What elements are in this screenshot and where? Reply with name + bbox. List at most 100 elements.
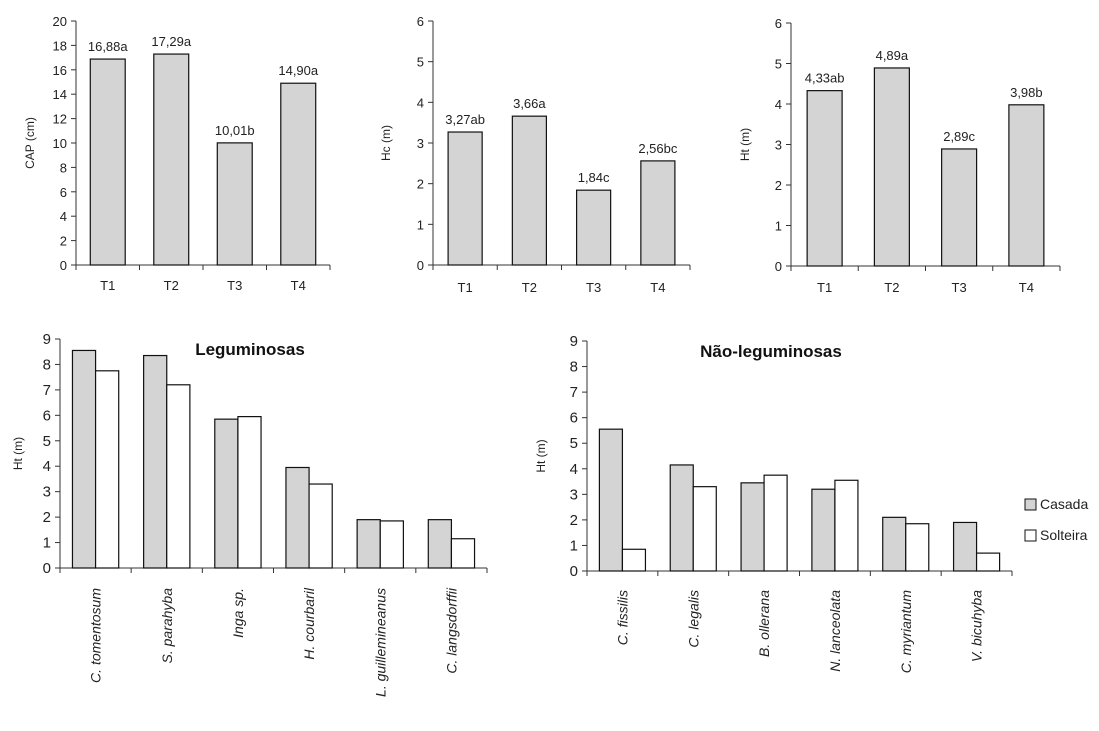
x-tick-label: T1 — [100, 278, 115, 293]
bar-t3 — [941, 148, 978, 267]
bar-casada-inga-sp — [214, 418, 239, 569]
bar-solteira-c-legalis — [692, 486, 717, 572]
data-label: 3,27ab — [445, 112, 485, 127]
bar-t1 — [447, 131, 483, 266]
y-tick-label: 18 — [53, 38, 67, 53]
bar-solteira-c-myriantum — [905, 523, 930, 572]
x-tick-label: C. langsdorffii — [443, 587, 459, 673]
legend-label-solteira: Solteira — [1040, 527, 1088, 543]
y-axis-label: Hc (m) — [379, 125, 393, 161]
bar-casada-h-courbaril — [285, 466, 310, 569]
bar-casada-c-langsdorffii — [427, 519, 453, 569]
bar-t2 — [873, 67, 910, 267]
data-label: 3,66a — [513, 96, 546, 111]
bar-casada-v-bicuhyba — [952, 521, 978, 572]
data-label: 2,89c — [943, 129, 975, 144]
bar-casada-c-myriantum — [882, 516, 907, 572]
y-tick-label: 14 — [53, 87, 67, 102]
y-tick-label: 12 — [53, 112, 67, 127]
y-tick-label: 9 — [570, 333, 578, 350]
y-axis-label: Ht (m) — [738, 128, 752, 161]
bar-solteira-s-parahyba — [166, 384, 191, 569]
y-axis-label: Ht (m) — [11, 437, 25, 470]
y-tick-label: 2 — [43, 509, 51, 526]
bar-casada-c-fissilis — [598, 428, 624, 572]
y-tick-label: 10 — [53, 136, 67, 151]
legend-swatch-solteira — [1024, 529, 1037, 542]
bar-casada-s-parahyba — [143, 354, 168, 569]
y-tick-label: 4 — [775, 97, 782, 112]
hc-chart: 0 1 2 3 4 5 6 Hc (m) 3,27ab 3,66a 1,84c 2,56bc T1 T2 T… — [379, 14, 691, 295]
x-tick-label: T3 — [586, 280, 601, 295]
y-tick-label: 5 — [570, 435, 578, 452]
data-label: 16,88a — [88, 39, 129, 54]
bar-solteira-n-lanceolata — [834, 479, 859, 572]
bar-solteira-v-bicuhyba — [975, 552, 1001, 572]
x-tick-label: C. myriantum — [898, 590, 914, 674]
bar-t3 — [216, 142, 253, 266]
y-tick-label: 2 — [60, 234, 67, 249]
x-tick-label: T3 — [227, 278, 242, 293]
bar-casada-n-lanceolata — [811, 488, 836, 572]
x-tick-label: B. ollerana — [756, 590, 772, 657]
y-tick-label: 5 — [417, 55, 424, 70]
y-tick-label: 1 — [417, 217, 424, 232]
y-tick-label: 3 — [417, 136, 424, 151]
y-tick-label: 3 — [43, 484, 51, 501]
y-tick-label: 8 — [60, 160, 67, 175]
bar-solteira-inga-sp — [237, 416, 262, 569]
bar-t1 — [806, 90, 843, 267]
bar-t4 — [1008, 104, 1045, 267]
data-label: 2,56bc — [638, 141, 678, 156]
x-tick-label: L. guillemineanus — [372, 588, 388, 697]
y-tick-label: 7 — [43, 382, 51, 399]
y-tick-label: 2 — [570, 512, 578, 529]
y-tick-label: 5 — [43, 433, 51, 450]
y-tick-label: 0 — [570, 563, 578, 580]
x-tick-label: C. tomentosum — [88, 588, 104, 683]
y-tick-label: 1 — [570, 537, 578, 554]
y-tick-label: 4 — [570, 461, 578, 478]
x-tick-label: C. legalis — [685, 590, 701, 648]
x-tick-label: Inga sp. — [230, 588, 246, 638]
x-tick-label: T1 — [458, 280, 473, 295]
x-tick-label: T4 — [1019, 280, 1034, 295]
bar-casada-c-tomentosum — [71, 349, 97, 569]
x-tick-label: T2 — [164, 278, 179, 293]
bar-t4 — [640, 160, 676, 266]
y-tick-label: 4 — [417, 95, 424, 110]
y-tick-label: 4 — [60, 209, 67, 224]
x-tick-label: V. bicuhyba — [969, 590, 985, 662]
y-tick-label: 0 — [43, 560, 51, 577]
bar-solteira-h-courbaril — [308, 483, 333, 569]
data-label: 1,84c — [578, 170, 610, 185]
y-tick-label: 2 — [417, 177, 424, 192]
y-tick-label: 3 — [775, 138, 782, 153]
y-tick-label: 0 — [775, 259, 782, 274]
y-tick-label: 6 — [417, 14, 424, 29]
chart-title: Não-leguminosas — [700, 342, 842, 361]
x-tick-label: N. lanceolata — [827, 590, 843, 672]
y-tick-label: 0 — [60, 258, 67, 273]
bar-t3 — [575, 189, 612, 266]
cap-chart: 0 2 4 6 8 10 12 14 16 18 20 CAP (cm) 16,88a 17,29a 10,… — [23, 14, 331, 293]
y-tick-label: 2 — [775, 178, 782, 193]
bar-solteira-b-ollerana — [763, 474, 788, 572]
y-tick-label: 20 — [53, 14, 67, 29]
y-tick-label: 4 — [43, 458, 51, 475]
x-tick-label: T2 — [522, 280, 537, 295]
y-tick-label: 9 — [43, 331, 51, 348]
x-tick-label: T2 — [884, 280, 899, 295]
bar-t2 — [511, 115, 548, 266]
x-tick-label: T4 — [291, 278, 306, 293]
data-label: 10,01b — [215, 123, 255, 138]
legend-swatch-casada — [1024, 498, 1037, 511]
chart-title: Leguminosas — [195, 340, 305, 359]
y-tick-label: 1 — [43, 535, 51, 552]
x-tick-label: T1 — [817, 280, 832, 295]
bar-t4 — [280, 82, 317, 266]
y-tick-label: 0 — [417, 258, 424, 273]
y-tick-label: 6 — [570, 410, 578, 427]
y-axis-label: CAP (cm) — [23, 117, 37, 169]
